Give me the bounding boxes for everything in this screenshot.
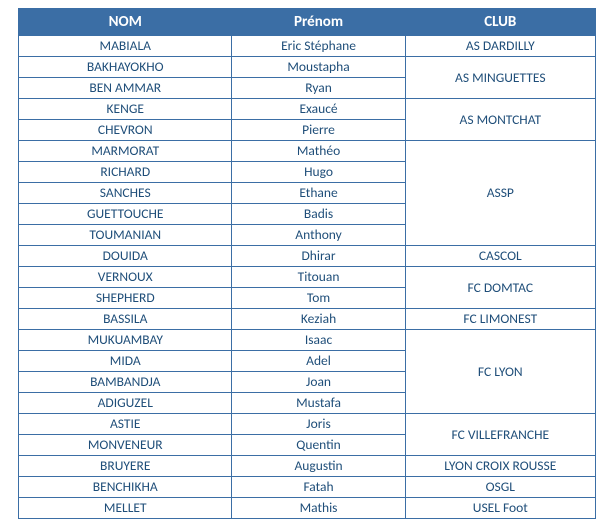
- cell-club: AS MINGUETTES: [405, 57, 595, 99]
- cell-prenom: Badis: [232, 204, 405, 225]
- cell-nom: BENCHIKHA: [19, 477, 232, 498]
- cell-prenom: Adel: [232, 351, 405, 372]
- cell-prenom: Pierre: [232, 120, 405, 141]
- cell-prenom: Mustafa: [232, 393, 405, 414]
- cell-prenom: Augustin: [232, 456, 405, 477]
- cell-nom: ASTIE: [19, 414, 232, 435]
- cell-prenom: Joan: [232, 372, 405, 393]
- cell-nom: GUETTOUCHE: [19, 204, 232, 225]
- cell-nom: SANCHES: [19, 183, 232, 204]
- header-row: NOM Prénom CLUB: [19, 9, 596, 36]
- cell-club: AS DARDILLY: [405, 36, 595, 57]
- roster-table-frame: NOM Prénom CLUB MABIALAEric StéphaneAS D…: [0, 0, 614, 510]
- table-row: DOUIDADhirarCASCOL: [19, 246, 596, 267]
- cell-prenom: Anthony: [232, 225, 405, 246]
- cell-nom: MIDA: [19, 351, 232, 372]
- table-row: VERNOUXTitouanFC DOMTAC: [19, 267, 596, 288]
- cell-club: FC LIMONEST: [405, 309, 595, 330]
- cell-club: FC LYON: [405, 330, 595, 414]
- cell-club: OSGL: [405, 477, 595, 498]
- cell-prenom: Joris: [232, 414, 405, 435]
- cell-prenom: Dhirar: [232, 246, 405, 267]
- cell-prenom: Tom: [232, 288, 405, 309]
- cell-nom: BAKHAYOKHO: [19, 57, 232, 78]
- cell-nom: MUKUAMBAY: [19, 330, 232, 351]
- cell-nom: MABIALA: [19, 36, 232, 57]
- cell-nom: BAMBANDJA: [19, 372, 232, 393]
- cell-club: FC DOMTAC: [405, 267, 595, 309]
- cell-prenom: Mathis: [232, 498, 405, 519]
- cell-prenom: Fatah: [232, 477, 405, 498]
- cell-nom: VERNOUX: [19, 267, 232, 288]
- table-row: BRUYEREAugustinLYON CROIX ROUSSE: [19, 456, 596, 477]
- cell-nom: DOUIDA: [19, 246, 232, 267]
- cell-prenom: Mathéo: [232, 141, 405, 162]
- cell-prenom: Hugo: [232, 162, 405, 183]
- header-prenom: Prénom: [232, 9, 405, 36]
- cell-prenom: Exaucé: [232, 99, 405, 120]
- table-row: ASTIEJorisFC VILLEFRANCHE: [19, 414, 596, 435]
- cell-nom: KENGE: [19, 99, 232, 120]
- cell-nom: MARMORAT: [19, 141, 232, 162]
- cell-nom: MONVENEUR: [19, 435, 232, 456]
- cell-nom: CHEVRON: [19, 120, 232, 141]
- cell-nom: ADIGUZEL: [19, 393, 232, 414]
- roster-table: NOM Prénom CLUB MABIALAEric StéphaneAS D…: [18, 8, 596, 519]
- table-row: KENGEExaucéAS MONTCHAT: [19, 99, 596, 120]
- cell-club: ASSP: [405, 141, 595, 246]
- table-row: BASSILAKeziahFC LIMONEST: [19, 309, 596, 330]
- cell-nom: BASSILA: [19, 309, 232, 330]
- cell-prenom: Keziah: [232, 309, 405, 330]
- table-row: BENCHIKHAFatahOSGL: [19, 477, 596, 498]
- header-nom: NOM: [19, 9, 232, 36]
- cell-club: LYON CROIX ROUSSE: [405, 456, 595, 477]
- table-row: MARMORATMathéoASSP: [19, 141, 596, 162]
- cell-prenom: Eric Stéphane: [232, 36, 405, 57]
- cell-club: USEL Foot: [405, 498, 595, 519]
- header-club: CLUB: [405, 9, 595, 36]
- table-row: MUKUAMBAYIsaacFC LYON: [19, 330, 596, 351]
- cell-club: FC VILLEFRANCHE: [405, 414, 595, 456]
- cell-nom: TOUMANIAN: [19, 225, 232, 246]
- cell-prenom: Ethane: [232, 183, 405, 204]
- cell-prenom: Ryan: [232, 78, 405, 99]
- cell-nom: BRUYERE: [19, 456, 232, 477]
- cell-nom: SHEPHERD: [19, 288, 232, 309]
- cell-prenom: Titouan: [232, 267, 405, 288]
- cell-club: CASCOL: [405, 246, 595, 267]
- cell-nom: BEN AMMAR: [19, 78, 232, 99]
- cell-prenom: Moustapha: [232, 57, 405, 78]
- cell-prenom: Isaac: [232, 330, 405, 351]
- cell-nom: RICHARD: [19, 162, 232, 183]
- table-row: MABIALAEric StéphaneAS DARDILLY: [19, 36, 596, 57]
- table-row: MELLETMathisUSEL Foot: [19, 498, 596, 519]
- cell-prenom: Quentin: [232, 435, 405, 456]
- cell-nom: MELLET: [19, 498, 232, 519]
- cell-club: AS MONTCHAT: [405, 99, 595, 141]
- table-row: BAKHAYOKHOMoustaphaAS MINGUETTES: [19, 57, 596, 78]
